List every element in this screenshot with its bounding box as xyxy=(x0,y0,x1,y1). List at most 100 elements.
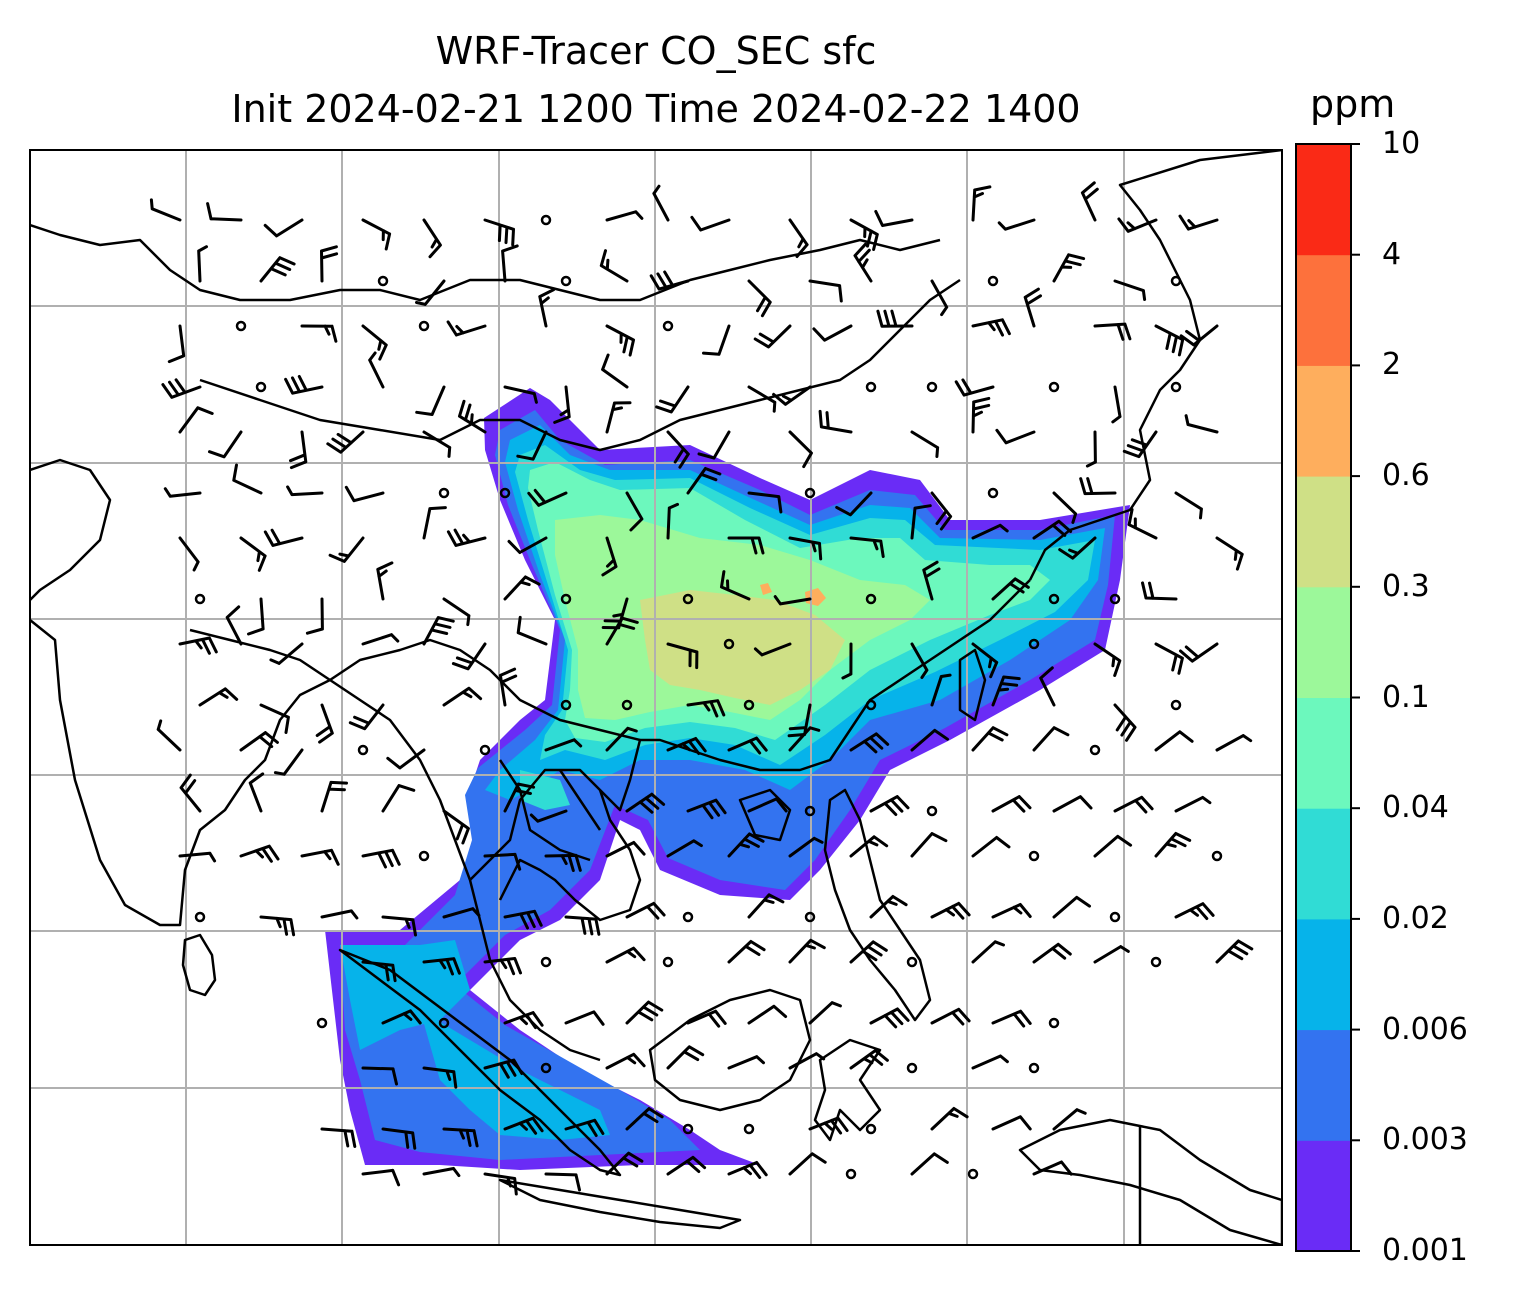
wind-barb xyxy=(544,853,582,872)
wind-barb xyxy=(458,399,487,434)
wind-barb xyxy=(727,1161,768,1179)
colorbar-tick-label: 2 xyxy=(1382,347,1402,383)
wind-barb xyxy=(666,839,703,858)
wind-barb xyxy=(239,536,267,572)
wind-barb xyxy=(1215,939,1254,964)
coastline-east-asia-north xyxy=(30,223,941,302)
wind-barb-calm xyxy=(357,744,369,756)
wind-barb xyxy=(874,210,914,227)
wind-barb xyxy=(601,536,618,577)
colorbar-tick-label: 0.6 xyxy=(1382,458,1430,494)
wind-barb xyxy=(1154,730,1194,752)
border-himalaya xyxy=(189,628,331,682)
wind-barb xyxy=(361,848,401,869)
wind-barb xyxy=(601,597,629,630)
wind-barb xyxy=(788,938,826,964)
wind-barb xyxy=(747,385,777,413)
colorbar-segment xyxy=(1296,365,1351,477)
wind-barb-calm xyxy=(540,956,552,968)
wind-barb xyxy=(849,732,890,754)
wind-barb xyxy=(605,1052,646,1070)
coastline-borneo xyxy=(648,988,812,1112)
wind-barb-calm xyxy=(845,1168,857,1180)
wind-barb xyxy=(869,1007,910,1029)
colorbar-segment xyxy=(1296,1140,1351,1252)
wind-barb xyxy=(503,782,536,813)
wind-barb xyxy=(773,595,812,606)
wind-barb xyxy=(1032,1160,1073,1176)
colorbar-segment xyxy=(1296,1029,1351,1141)
wind-barb xyxy=(727,536,765,555)
wind-barb-calm xyxy=(682,593,694,605)
wind-barb xyxy=(527,488,568,507)
wind-barb-calm xyxy=(865,381,877,393)
wind-barb xyxy=(368,351,385,389)
wind-barb xyxy=(284,375,324,395)
wind-barb xyxy=(788,1152,827,1176)
colorbar-tick-label: 0.04 xyxy=(1382,790,1449,826)
wind-barb xyxy=(849,536,885,558)
wind-barb xyxy=(167,324,186,364)
colorbar xyxy=(1295,143,1360,1252)
wind-barb xyxy=(747,491,783,514)
wind-barb xyxy=(930,491,953,531)
colorbar-segment xyxy=(1296,254,1351,366)
wind-barb xyxy=(1052,1108,1087,1131)
wind-barb xyxy=(320,245,339,283)
wind-barb xyxy=(910,642,929,679)
wind-barb xyxy=(625,1000,664,1025)
colorbar-tick-label: 0.1 xyxy=(1382,679,1430,715)
coastline-sumatra xyxy=(338,948,622,1177)
wind-barb xyxy=(483,1058,524,1079)
wind-barb xyxy=(483,218,515,247)
wind-barb xyxy=(1032,519,1073,540)
wind-barb xyxy=(1052,253,1086,283)
wind-barb xyxy=(772,385,812,406)
wind-barb xyxy=(259,915,296,937)
wind-barb-calm xyxy=(1170,699,1182,711)
wind-barb xyxy=(1154,832,1192,858)
wind-barb xyxy=(178,851,217,863)
wind-barb xyxy=(930,901,971,920)
wind-barb xyxy=(248,772,265,813)
border-indochina-internal xyxy=(498,759,602,862)
colorbar-units-label: ppm xyxy=(1310,82,1396,126)
wind-barb xyxy=(422,1066,458,1089)
coastline-sulawesi xyxy=(813,1038,882,1142)
wind-barb-calm xyxy=(743,699,755,711)
colorbar-tick-label: 0.006 xyxy=(1382,1011,1468,1047)
wind-barb xyxy=(232,463,263,495)
wind-barb xyxy=(652,184,670,222)
wind-barb xyxy=(259,703,290,734)
coastline-new-guinea xyxy=(1018,1118,1282,1245)
colorbar-segment xyxy=(1296,586,1351,698)
wind-barb xyxy=(1093,642,1122,677)
colorbar-segment xyxy=(1296,697,1351,809)
wind-barb xyxy=(747,797,788,813)
wind-barb xyxy=(239,731,279,752)
wind-barb xyxy=(747,1004,788,1025)
wind-barb-calm xyxy=(1109,593,1121,605)
wind-barb xyxy=(808,279,843,303)
wind-barb xyxy=(422,218,442,259)
wind-barb-calm xyxy=(662,956,674,968)
wind-barb xyxy=(971,940,1005,964)
wind-barb xyxy=(564,1010,605,1026)
wind-barb xyxy=(788,430,813,469)
wind-barb xyxy=(625,792,666,814)
wind-barb xyxy=(930,279,949,317)
wind-barb xyxy=(702,324,731,356)
wind-barb xyxy=(1080,181,1099,222)
colorbar-segment xyxy=(1296,808,1351,920)
wind-barb xyxy=(666,502,679,540)
wind-barb-calm xyxy=(926,381,938,393)
wind-barb xyxy=(697,430,731,460)
wind-barb xyxy=(415,279,446,306)
wind-barb xyxy=(529,809,568,823)
wind-barb-calm xyxy=(906,1062,918,1074)
wind-barb xyxy=(1154,642,1184,675)
wind-barb xyxy=(483,852,522,871)
wind-barb-calm xyxy=(1028,638,1040,650)
wind-barb xyxy=(206,202,243,222)
wind-barb xyxy=(198,687,239,707)
